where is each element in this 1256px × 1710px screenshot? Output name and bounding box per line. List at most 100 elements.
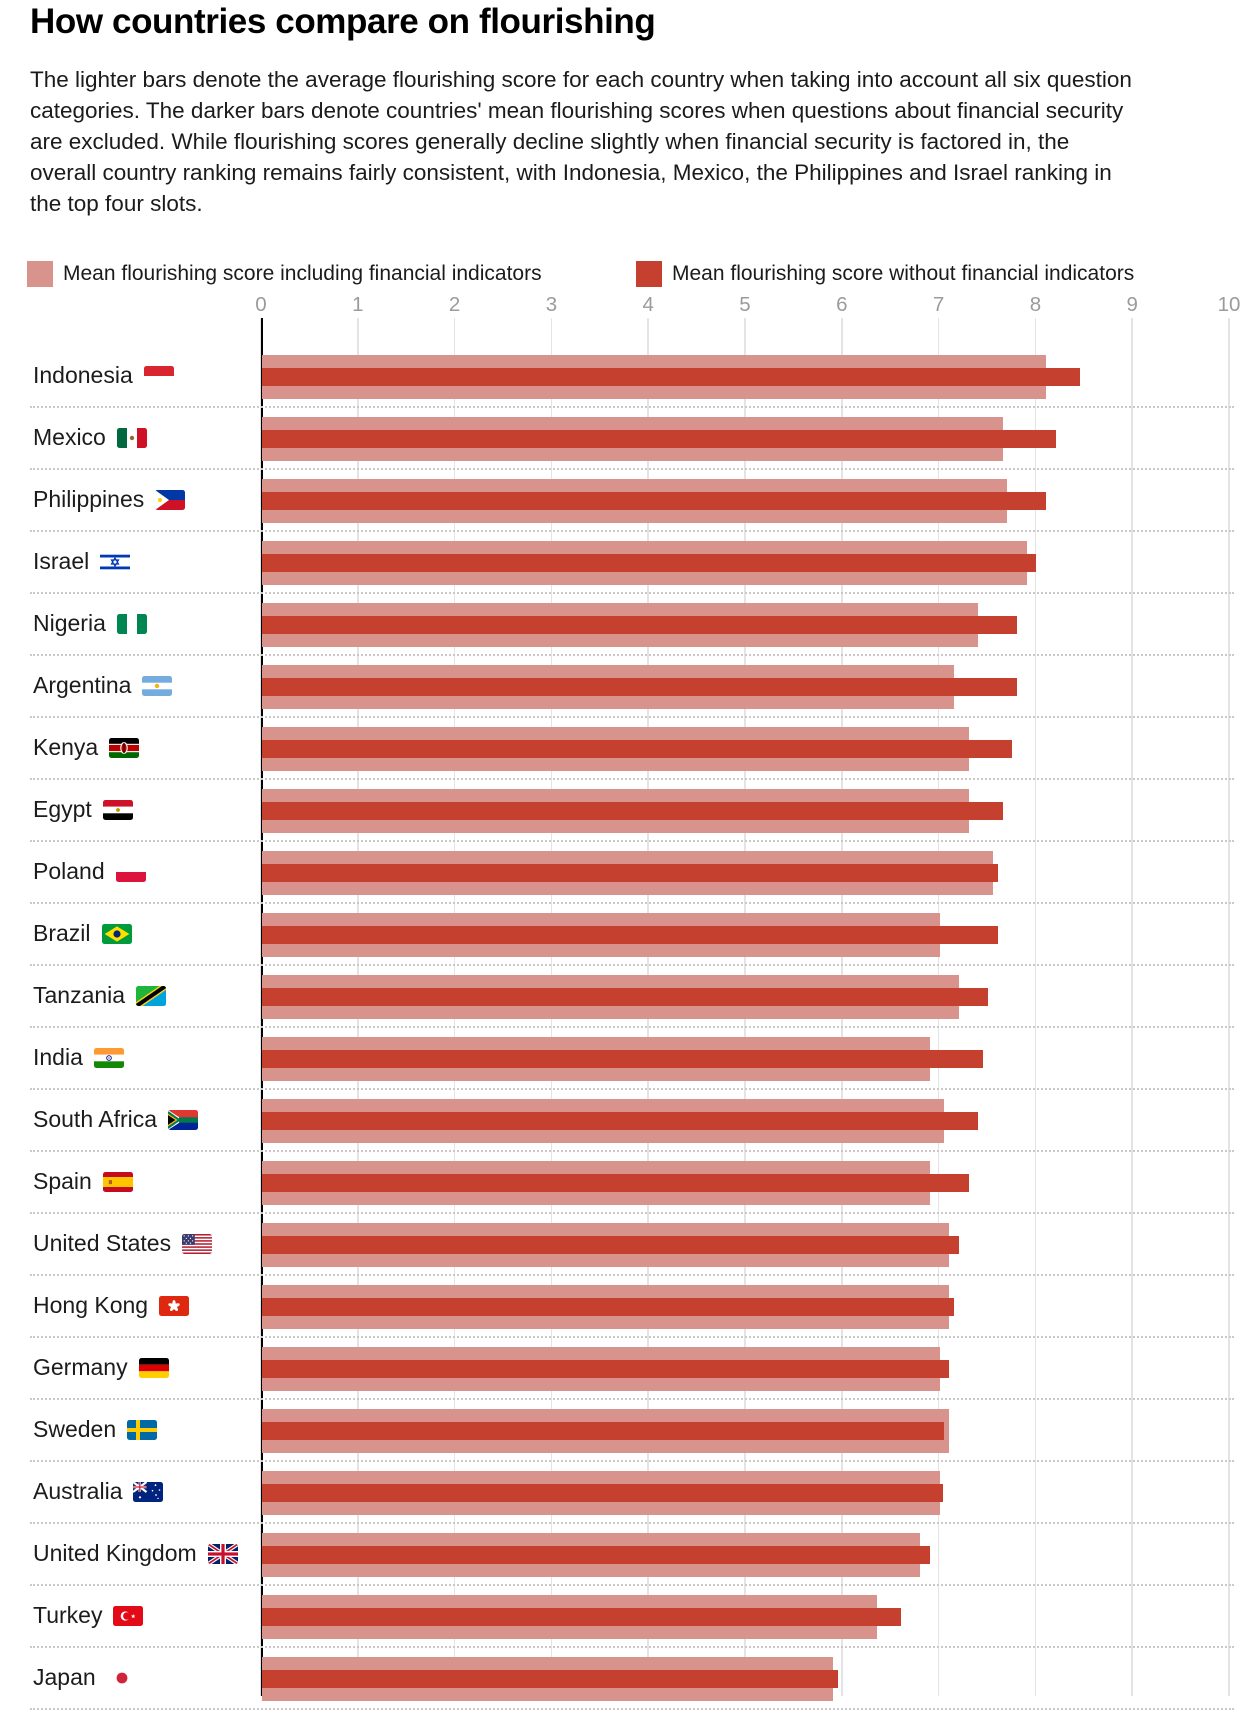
flag-de-icon (138, 1357, 169, 1378)
row-separator (30, 653, 1234, 656)
country-label: Nigeria (33, 610, 106, 636)
country-label-cell: Kenya (33, 717, 140, 779)
flag-ng-icon (116, 613, 147, 634)
country-row: United States (0, 1213, 1256, 1276)
bar-without-financial (262, 1049, 984, 1068)
bar-without-financial (262, 801, 1003, 820)
country-label: Spain (33, 1168, 92, 1194)
chart-description: The lighter bars denote the average flou… (30, 67, 1132, 216)
country-row: Argentina (0, 655, 1256, 718)
country-label: Poland (33, 858, 105, 884)
flag-us-icon (182, 1233, 213, 1254)
country-label-cell: Israel (33, 531, 131, 593)
row-separator (30, 963, 1234, 966)
country-row: Nigeria (0, 593, 1256, 656)
flag-au-icon (133, 1481, 164, 1502)
flag-es-icon (102, 1171, 133, 1192)
country-label-cell: Japan (33, 1647, 137, 1709)
country-label-cell: United States (33, 1213, 213, 1275)
bar-without-financial (262, 863, 998, 882)
bar-without-financial (262, 367, 1080, 386)
x-axis-tick-label: 4 (642, 293, 654, 316)
country-row: Brazil (0, 903, 1256, 966)
country-label: Turkey (33, 1602, 103, 1628)
row-separator (30, 1521, 1234, 1524)
country-row: Australia (0, 1461, 1256, 1524)
flag-id-icon (143, 365, 174, 386)
country-label-cell: Mexico (33, 407, 147, 469)
country-row: Egypt (0, 779, 1256, 842)
country-row: Philippines (0, 469, 1256, 532)
flag-il-icon (100, 551, 131, 572)
country-label: Australia (33, 1478, 123, 1504)
country-label: Brazil (33, 920, 91, 946)
legend-label-without: Mean flourishing score without financial… (672, 262, 1135, 285)
country-label: United States (33, 1230, 172, 1256)
row-separator (30, 1707, 1234, 1710)
flag-se-icon (127, 1419, 158, 1440)
row-separator (30, 715, 1234, 718)
row-separator (30, 1459, 1234, 1462)
x-axis-tick-label: 5 (739, 293, 751, 316)
bar-without-financial (262, 1607, 901, 1626)
country-label: Sweden (33, 1416, 117, 1442)
legend-swatch-dark-icon (636, 261, 662, 287)
country-label: Kenya (33, 734, 99, 760)
row-separator (30, 1335, 1234, 1338)
country-row: India (0, 1027, 1256, 1090)
country-label-cell: Germany (33, 1337, 169, 1399)
bar-without-financial (262, 429, 1056, 448)
country-label-cell: Philippines (33, 469, 186, 531)
country-row: Poland (0, 841, 1256, 904)
flag-jp-icon (107, 1668, 137, 1688)
flag-mx-icon (116, 427, 147, 448)
country-label: Israel (33, 548, 90, 574)
bar-without-financial (262, 1359, 950, 1378)
country-row: Indonesia (0, 345, 1256, 408)
flag-za-icon (168, 1109, 199, 1130)
country-label-cell: Egypt (33, 779, 133, 841)
x-axis-tick-label: 9 (1126, 293, 1138, 316)
row-separator (30, 591, 1234, 594)
bar-without-financial (262, 1669, 838, 1688)
flag-ph-icon (155, 489, 186, 510)
country-label-cell: United Kingdom (33, 1523, 238, 1585)
legend-item-including: Mean flourishing score including financi… (27, 259, 542, 289)
x-axis-tick-label: 1 (352, 293, 364, 316)
country-label-cell: Argentina (33, 655, 173, 717)
page-title: How countries compare on flourishing (30, 2, 656, 41)
x-axis-tick-label: 3 (545, 293, 558, 316)
flag-tz-icon (136, 985, 167, 1006)
bar-without-financial (262, 925, 998, 944)
flag-eg-icon (102, 799, 133, 820)
bar-without-financial (262, 1297, 955, 1316)
gridline (1131, 318, 1133, 1696)
legend-label-including: Mean flourishing score including financi… (63, 262, 542, 285)
bar-without-financial (262, 739, 1013, 758)
bar-without-financial (262, 491, 1047, 510)
row-separator (30, 839, 1234, 842)
row-separator (30, 777, 1234, 780)
country-label-cell: Sweden (33, 1399, 158, 1461)
legend-item-without: Mean flourishing score without financial… (636, 259, 1134, 289)
country-label: Indonesia (33, 362, 133, 388)
country-label-cell: Indonesia (33, 345, 174, 407)
x-axis-tick-label: 8 (1029, 293, 1042, 316)
country-row: Mexico (0, 407, 1256, 470)
country-label: Tanzania (33, 982, 126, 1008)
x-axis-tick-label: 6 (836, 293, 848, 316)
country-label-cell: Hong Kong (33, 1275, 190, 1337)
country-label: South Africa (33, 1106, 158, 1132)
bar-without-financial (262, 1483, 943, 1502)
country-label: United Kingdom (33, 1540, 197, 1566)
bar-without-financial (262, 1235, 959, 1254)
row-separator (30, 529, 1234, 532)
axis-zero-line (260, 318, 263, 1696)
flag-hk-icon (159, 1295, 190, 1316)
bar-without-financial (262, 553, 1037, 572)
country-row: South Africa (0, 1089, 1256, 1152)
bar-without-financial (262, 1545, 930, 1564)
country-label: Hong Kong (33, 1292, 149, 1318)
row-separator (30, 1583, 1234, 1586)
